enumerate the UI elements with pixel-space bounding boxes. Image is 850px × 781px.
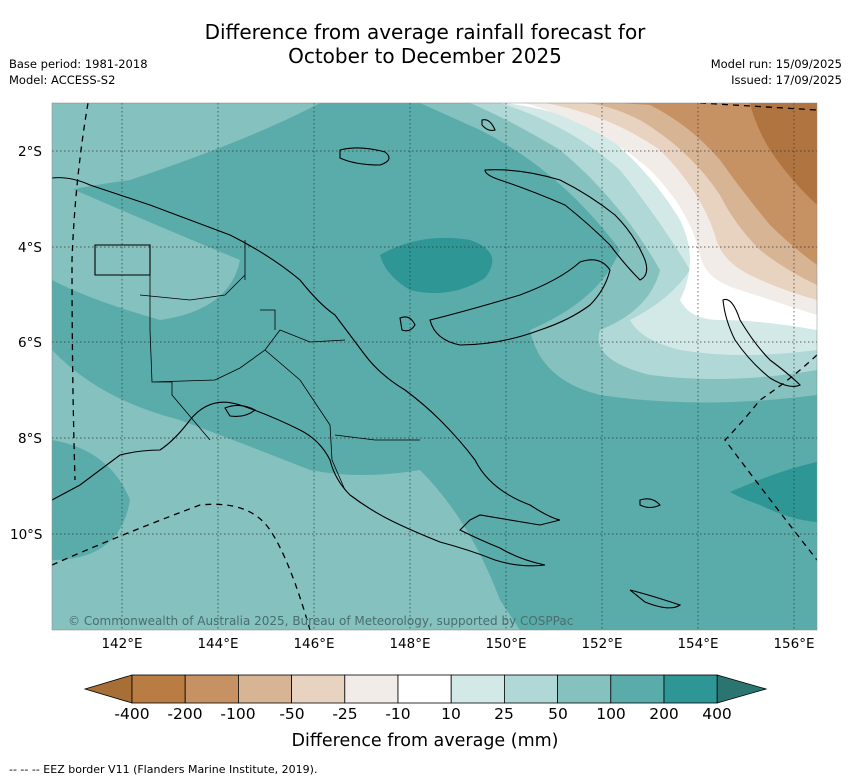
colorbar-label: 400 <box>702 705 732 723</box>
lat-label-8s: 8°S <box>18 431 42 447</box>
coastlines <box>52 119 801 609</box>
colorbar-extend-low <box>83 674 133 704</box>
colorbar-label: 50 <box>548 705 568 723</box>
lat-label-2s: 2°S <box>18 144 42 160</box>
eez-south <box>52 503 311 630</box>
colorbar-swatch <box>291 674 346 704</box>
colorbar-label: 10 <box>441 705 461 723</box>
map-frame <box>51 102 818 631</box>
colorbar-swatch <box>237 674 292 704</box>
model-run: Model run: 15/09/2025 <box>710 57 842 71</box>
colorbar-label: 25 <box>494 705 514 723</box>
issued-date: Issued: 17/09/2025 <box>731 73 842 87</box>
band-minus-200-400 <box>750 103 817 205</box>
lat-label-10s: 10°S <box>10 527 43 543</box>
model-name: Model: ACCESS-S2 <box>9 73 116 87</box>
rossel-island <box>629 589 682 609</box>
base-period: Base period: 1981-2018 <box>9 57 148 71</box>
colorbar-label: -200 <box>167 705 203 723</box>
lat-label-6s: 6°S <box>18 335 42 351</box>
colorbar-label: -25 <box>332 705 358 723</box>
colorbar-extend-high <box>716 674 768 704</box>
colorbar-label: -100 <box>220 705 256 723</box>
admiralty-islet <box>481 119 496 131</box>
colorbar-swatch <box>131 674 186 704</box>
province-boundaries <box>139 240 420 491</box>
band-100-200-southwest <box>52 440 130 560</box>
rainfall-contours: © Commonwealth of Australia 2025, Bureau… <box>52 103 817 630</box>
colorbar-label: -50 <box>279 705 305 723</box>
colorbar-swatch <box>503 674 558 704</box>
lake-murray <box>224 404 256 417</box>
graticule <box>52 103 817 630</box>
eez-north <box>699 103 817 111</box>
woodlark-island <box>639 498 661 509</box>
colorbar-swatch <box>344 674 399 704</box>
lon-label-152e: 152°E <box>581 636 622 652</box>
eez-footnote: -- -- -- EEZ border V11 (Flanders Marine… <box>9 763 318 776</box>
title-line-1: Difference from average rainfall forecas… <box>204 20 646 44</box>
colorbar-swatch <box>610 674 665 704</box>
manus-coast <box>339 147 390 166</box>
lon-label-144e: 144°E <box>197 636 238 652</box>
eez-west <box>71 103 89 481</box>
band-200-400-solomon <box>730 462 817 522</box>
band-50-100-northwest <box>52 103 320 195</box>
chart-title: Difference from average rainfall forecas… <box>0 20 850 68</box>
band-50-100-south <box>52 350 520 630</box>
umboi-island <box>399 316 416 332</box>
band-200-400-bismarck <box>380 237 493 294</box>
lon-label-156e: 156°E <box>773 636 814 652</box>
lon-label-150e: 150°E <box>485 636 526 652</box>
bougainville-coast <box>722 298 801 387</box>
new-guinea-coast <box>52 177 561 567</box>
colorbar-swatch <box>397 674 452 704</box>
new-britain-coast <box>429 259 611 346</box>
colorbar-swatch <box>184 674 239 704</box>
colorbar <box>83 674 768 704</box>
colorbar-title: Difference from average (mm) <box>291 731 559 751</box>
colorbar-label: 200 <box>649 705 679 723</box>
lon-label-146e: 146°E <box>293 636 334 652</box>
copyright-text: © Commonwealth of Australia 2025, Bureau… <box>68 614 573 628</box>
lat-label-4s: 4°S <box>18 240 42 256</box>
lon-label-148e: 148°E <box>389 636 430 652</box>
colorbar-label: -400 <box>114 705 150 723</box>
colorbar-swatch <box>557 674 612 704</box>
lon-labels: 142°E 144°E 146°E 148°E 150°E 152°E 154°… <box>101 636 814 652</box>
meta-right: Model run: 15/09/2025 Issued: 17/09/2025 <box>711 56 842 88</box>
eez-east <box>724 354 817 561</box>
colorbar-swatch <box>663 674 718 704</box>
colorbar-label: 100 <box>596 705 626 723</box>
title-line-2: October to December 2025 <box>288 44 562 68</box>
lon-label-154e: 154°E <box>677 636 718 652</box>
new-ireland-coast <box>484 169 648 281</box>
lon-label-142e: 142°E <box>101 636 142 652</box>
band-50-100-west <box>52 180 240 320</box>
lat-labels: 2°S 4°S 6°S 8°S 10°S <box>10 144 43 543</box>
eez-borders <box>52 103 817 630</box>
meta-left: Base period: 1981-2018 Model: ACCESS-S2 <box>9 56 148 88</box>
colorbar-label: -10 <box>385 705 411 723</box>
colorbar-swatch <box>450 674 505 704</box>
